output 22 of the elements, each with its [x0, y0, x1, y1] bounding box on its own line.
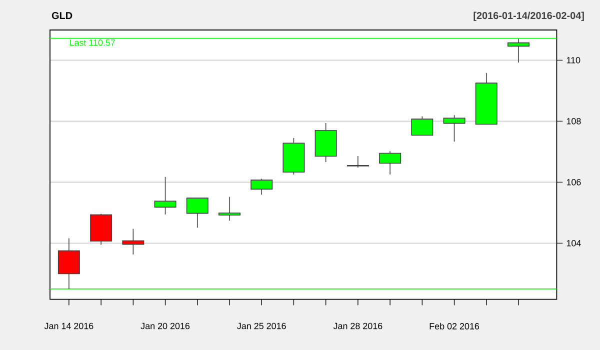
x-tick-label: Jan 20 2016: [140, 322, 190, 330]
candlestick: [58, 238, 80, 290]
candlestick: [218, 196, 240, 222]
chart-subtitle: [2016-01-14/2016-02-04]: [474, 12, 584, 22]
candlestick: [411, 116, 434, 136]
x-tick-label: Jan 25 2016: [237, 322, 286, 330]
candlestick: [250, 178, 273, 196]
candlestick: [346, 156, 369, 168]
y-tick-label: 108: [566, 118, 581, 124]
candlestick: [186, 198, 208, 228]
x-tick-label: Feb 02 2016: [430, 322, 480, 330]
candlestick: [443, 114, 466, 142]
y-tick-label: 110: [566, 57, 580, 64]
y-tick-label: 106: [566, 179, 581, 186]
ref-line-label: Last 110.57: [70, 39, 115, 46]
x-tick-label: Jan 14 2016: [44, 322, 94, 330]
candlestick: [122, 228, 144, 255]
x-tick-label: Jan 28 2016: [333, 322, 382, 330]
candlestick: [379, 150, 402, 175]
chart-title: GLD: [52, 12, 72, 20]
y-tick-label: 104: [566, 240, 581, 246]
candlestick: [154, 176, 176, 215]
